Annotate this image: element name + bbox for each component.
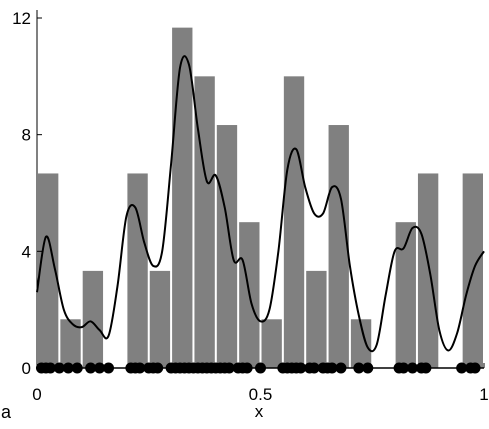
histogram-bar	[350, 319, 372, 368]
sample-point	[362, 362, 374, 374]
sample-point	[62, 362, 74, 374]
histogram-bar	[283, 76, 305, 368]
y-tick-label: 12	[12, 9, 31, 28]
sample-point	[398, 362, 410, 374]
sample-point	[335, 362, 347, 374]
sample-point	[134, 362, 146, 374]
sample-point	[71, 362, 83, 374]
sample-point	[326, 362, 338, 374]
sample-point	[255, 362, 266, 374]
x-tick-label: 0	[32, 385, 41, 404]
x-axis-label: x	[255, 402, 264, 421]
sample-point	[53, 362, 65, 374]
sample-point	[353, 362, 365, 374]
histogram-bar	[328, 125, 349, 368]
sample-points	[35, 362, 481, 374]
sample-point	[420, 362, 432, 374]
histogram-bar	[216, 125, 238, 368]
histogram-bar	[172, 27, 193, 369]
sample-point	[85, 362, 97, 374]
histogram-bar	[60, 319, 81, 368]
histogram-bar	[194, 76, 215, 368]
density-curve	[36, 55, 485, 353]
sample-point	[295, 362, 307, 374]
y-tick-label: 0	[22, 359, 31, 378]
sample-point	[44, 362, 56, 374]
histogram-bar	[261, 319, 282, 368]
histogram-bar	[417, 173, 439, 368]
sample-point	[103, 362, 115, 374]
histogram-bar	[149, 270, 171, 369]
y-tick-label: 8	[22, 126, 31, 145]
sample-point	[469, 362, 481, 374]
histogram-bar	[395, 222, 416, 368]
sample-point	[94, 362, 106, 374]
sample-point	[152, 362, 164, 374]
sample-point	[456, 362, 468, 374]
histogram-bars	[38, 27, 483, 369]
x-tick-label: 0.5	[249, 385, 273, 404]
histogram-bar	[38, 173, 59, 368]
x-tick-label: 1	[479, 385, 488, 404]
panel-label: a	[1, 402, 12, 422]
y-tick-label: 4	[22, 242, 31, 261]
histogram-bar	[82, 270, 104, 369]
sample-point	[223, 362, 235, 374]
sample-point	[308, 362, 320, 374]
histogram-bar	[127, 173, 148, 368]
axes	[36, 10, 485, 369]
sample-point	[406, 362, 418, 374]
tick-labels: 0 4 8 12 0 0.5 1	[12, 9, 489, 404]
density-curve-layer	[36, 55, 485, 353]
histogram-bar	[306, 270, 327, 369]
sample-point	[241, 362, 253, 374]
